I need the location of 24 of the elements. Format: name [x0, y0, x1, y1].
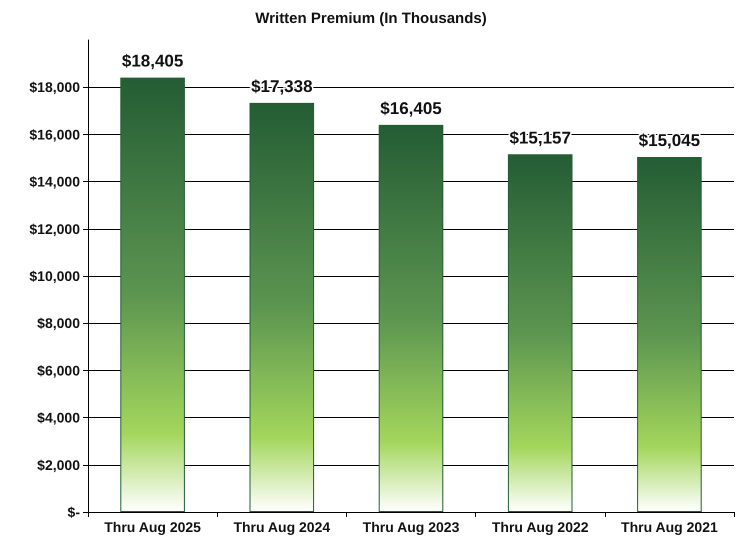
y-tick-label: $16,000	[29, 126, 80, 142]
bar	[250, 102, 314, 512]
x-tick-label: Thru Aug 2021	[621, 519, 718, 535]
data-label: $18,405	[122, 52, 184, 71]
data-label: $16,405	[380, 98, 442, 118]
y-tick-label: $18,000	[29, 79, 80, 96]
x-tick-label: Thru Aug 2022	[492, 519, 589, 535]
y-tick-label: $10,000	[29, 268, 80, 284]
bar	[637, 156, 702, 512]
y-tick-label: $-	[68, 504, 80, 520]
x-tick-label: Thru Aug 2024	[233, 519, 330, 535]
bar	[508, 154, 572, 512]
y-tick-label: $4,000	[37, 410, 80, 426]
y-tick-label: $12,000	[29, 220, 80, 237]
x-tick-label: Thru Aug 2025	[104, 519, 202, 535]
y-tick-label: $14,000	[29, 174, 80, 190]
y-tick-label: $6,000	[37, 362, 80, 378]
chart-title: Written Premium (In Thousands)	[255, 10, 487, 27]
bar	[378, 124, 444, 512]
y-tick-label: $8,000	[37, 315, 80, 332]
bar	[120, 78, 185, 512]
data-label: $15,045	[638, 130, 700, 150]
y-tick-label: $2,000	[37, 456, 80, 473]
x-tick-label: Thru Aug 2023	[362, 519, 460, 535]
